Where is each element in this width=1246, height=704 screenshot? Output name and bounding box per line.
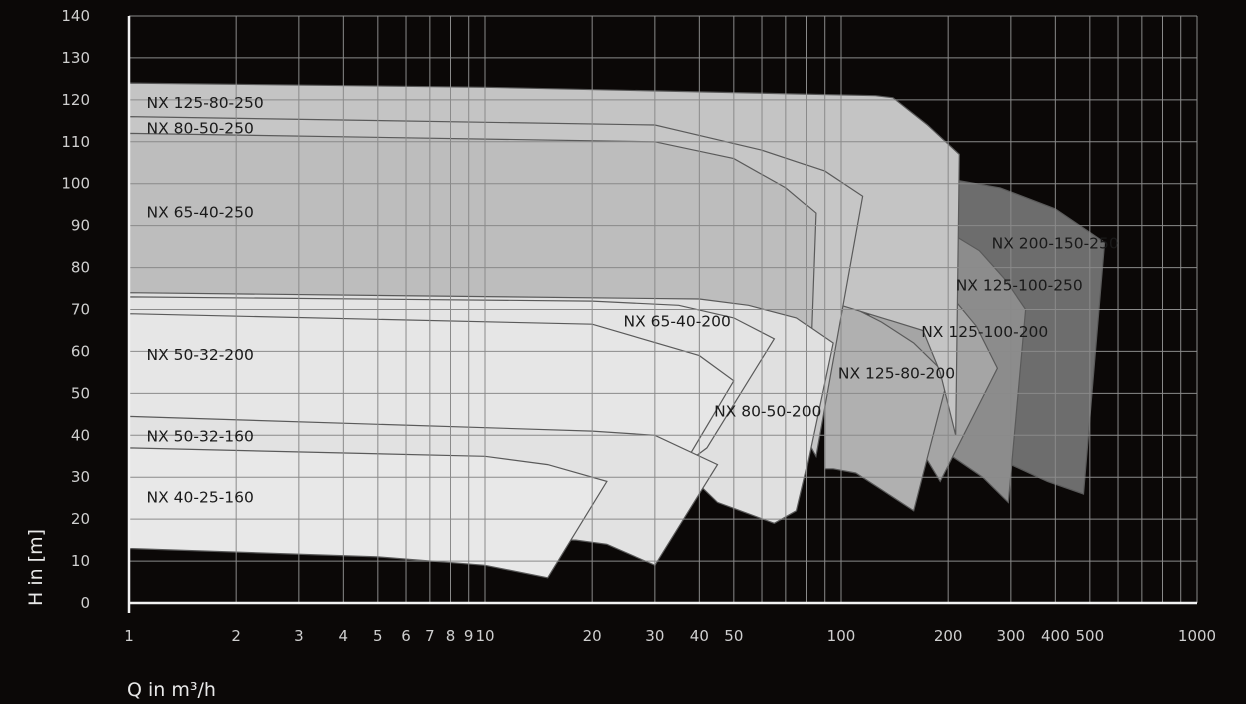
y-tick-label: 10 [71,552,90,570]
x-tick-label: 9 [464,627,474,645]
curve-label: NX 125-100-200 [921,323,1048,341]
axes [127,16,1197,613]
y-tick-label: 110 [61,133,90,151]
x-tick-label: 30 [645,627,664,645]
y-tick-label: 50 [71,384,90,402]
region-nx-125-80-200 [824,296,949,512]
curve-label: NX 65-40-200 [624,312,731,330]
x-axis-title: Q in m³/h [127,679,216,701]
y-tick-label: 130 [61,49,90,67]
curve-labels: NX 200-150-250 NX 125-100-250 NX 125-100-2… [147,94,1119,506]
y-tick-label: 60 [71,342,90,360]
x-tick-label: 10 [475,627,494,645]
x-tick-label: 500 [1076,627,1105,645]
x-tick-label: 400 [1041,627,1070,645]
curve-regions [128,82,1106,579]
tick-labels: 1 2 3 4 5 6 7 8 9 10 20 30 40 50 100 200 300 400 500 100001… [61,7,1216,645]
x-tick-label: 3 [294,627,304,645]
x-tick-label: 20 [583,627,602,645]
y-tick-label: 40 [71,426,90,444]
y-tick-label: 100 [61,175,90,193]
curve-label: NX 80-50-250 [147,119,254,137]
x-tick-label: 300 [997,627,1026,645]
curve-label: NX 125-100-250 [956,277,1083,295]
x-tick-label: 5 [373,627,383,645]
curve-label: NX 50-32-200 [147,346,254,364]
y-tick-label: 120 [61,91,90,109]
x-tick-label: 100 [827,627,856,645]
x-tick-label: 2 [231,627,241,645]
x-tick-label: 4 [339,627,349,645]
x-tick-label: 40 [690,627,709,645]
curve-label: NX 125-80-250 [147,94,264,112]
grid-lines [128,15,1198,604]
x-tick-label: 50 [724,627,743,645]
x-tick-label: 7 [425,627,435,645]
y-tick-label: 70 [71,301,90,319]
y-tick-label: 30 [71,468,90,486]
region-nx-40-25-160 [128,447,608,579]
curve-label: NX 125-80-200 [838,365,955,383]
curve-label: NX 65-40-250 [147,203,254,221]
y-tick-label: 90 [71,217,90,235]
y-tick-label: 20 [71,510,90,528]
curve-label: NX 80-50-200 [714,402,821,420]
x-tick-label: 8 [446,627,456,645]
y-tick-label: 80 [71,259,90,277]
y-axis-title: H in [m] [25,529,47,606]
x-tick-label: 1000 [1178,627,1216,645]
curve-label: NX 40-25-160 [147,488,254,506]
x-tick-label: 1 [124,627,134,645]
x-tick-label: 200 [934,627,963,645]
x-tick-label: 6 [401,627,411,645]
y-tick-label: 140 [61,7,90,25]
curve-label: NX 200-150-250 [992,235,1119,253]
y-tick-label: 0 [80,594,90,612]
curve-label: NX 50-32-160 [147,428,254,446]
